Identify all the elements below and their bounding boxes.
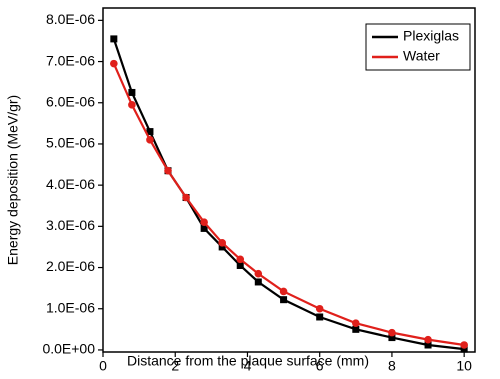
marker — [200, 218, 208, 227]
marker — [352, 325, 360, 333]
marker — [388, 334, 396, 342]
y-axis-label: Energy deposition (MeV/gr) — [5, 95, 21, 265]
plot-frame — [102, 7, 476, 353]
legend-label: Water — [403, 48, 440, 64]
x-tick-label: 2 — [171, 358, 179, 374]
marker — [164, 166, 172, 175]
x-tick-label: 4 — [244, 358, 252, 374]
y-tick-label: 6.0E-06 — [46, 93, 95, 109]
marker — [110, 35, 118, 43]
marker — [460, 341, 468, 349]
marker — [110, 59, 118, 68]
marker — [200, 224, 208, 232]
x-axis-label: Distance from the plaque surface (mm) — [127, 353, 369, 369]
marker — [460, 345, 468, 353]
marker — [218, 239, 226, 247]
x-tick-label: 8 — [388, 358, 396, 374]
x-tick-label: 0 — [99, 358, 107, 374]
legend-box — [365, 23, 471, 71]
x-tick-label: 6 — [316, 358, 324, 374]
legend-label: Plexiglas — [403, 28, 459, 44]
marker — [254, 269, 263, 278]
marker — [182, 193, 190, 202]
marker — [254, 278, 262, 286]
x-tick-label: 10 — [456, 358, 472, 374]
marker — [128, 101, 136, 109]
marker — [424, 341, 432, 349]
y-tick-label: 7.0E-06 — [46, 52, 95, 68]
y-tick-label: 1.0E-06 — [46, 299, 95, 315]
marker — [279, 287, 288, 296]
y-tick-label: 2.0E-06 — [46, 258, 95, 274]
marker — [280, 296, 288, 304]
marker — [146, 128, 154, 136]
marker — [128, 88, 136, 96]
y-tick-label: 3.0E-06 — [46, 217, 95, 233]
marker — [424, 335, 432, 344]
marker — [236, 261, 244, 269]
y-tick-label: 4.0E-06 — [46, 176, 95, 192]
y-tick-label: 5.0E-06 — [46, 135, 95, 151]
marker — [352, 319, 360, 327]
y-tick-label: 8.0E-06 — [46, 11, 95, 27]
marker — [218, 243, 226, 251]
series-line — [112, 38, 465, 351]
marker — [316, 313, 324, 321]
marker — [388, 328, 396, 337]
marker — [236, 255, 245, 264]
marker — [315, 304, 324, 313]
marker — [146, 136, 154, 144]
y-tick-label: 0.0E+00 — [42, 341, 95, 357]
